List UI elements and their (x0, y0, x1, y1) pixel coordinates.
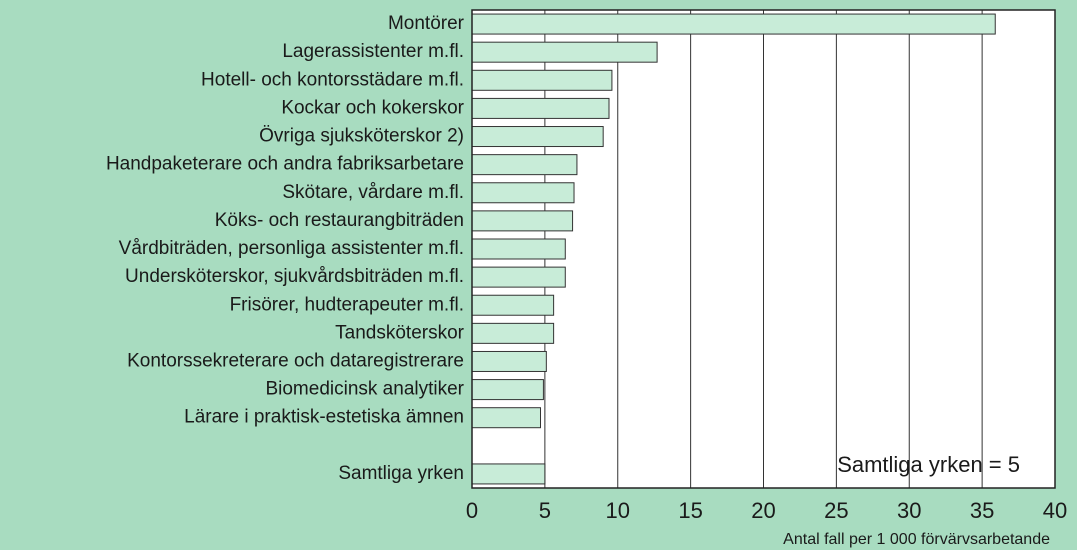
bar (471, 407, 542, 429)
y-tick-label: Samtliga yrken (338, 463, 464, 484)
plot-frame (471, 9, 1056, 489)
bar (471, 69, 613, 91)
bar (471, 13, 996, 35)
bar (471, 210, 574, 232)
bar (471, 182, 575, 204)
bar (471, 350, 547, 372)
y-tick-label: Tandsköterskor (335, 322, 465, 343)
y-tick-label: Handpaketerare och andra fabriksarbetare (106, 154, 464, 175)
bar (471, 379, 544, 401)
x-tick-label: 15 (678, 498, 702, 523)
y-tick-label: Skötare, vårdare m.fl. (282, 182, 464, 203)
annotation: Samtliga yrken = 5 (837, 452, 1020, 477)
y-tick-label: Kockar och kokerskor (281, 97, 464, 118)
y-tick-label: Hotell- och kontorsstädare m.fl. (201, 69, 464, 90)
bar (471, 97, 610, 119)
y-tick-label: Biomedicinsk analytiker (265, 379, 464, 400)
bar (471, 238, 566, 260)
x-tick-label: 40 (1043, 498, 1067, 523)
bar (471, 294, 555, 316)
y-tick-label: Övriga sjuksköterskor 2) (259, 126, 464, 147)
x-tick-label: 5 (539, 498, 551, 523)
y-tick-label: Köks- och restaurangbiträden (215, 210, 464, 231)
x-tick-label: 0 (466, 498, 478, 523)
y-tick-label: Lärare i praktisk-estetiska ämnen (184, 407, 464, 428)
bar (471, 41, 658, 63)
y-tick-label: Frisörer, hudterapeuter m.fl. (230, 294, 464, 315)
x-tick-label: 10 (606, 498, 630, 523)
y-tick-label: Kontorssekreterare och dataregistrerare (127, 350, 464, 371)
x-axis-label: Antal fall per 1 000 förvärvsarbetande (783, 531, 1050, 548)
bar (471, 154, 578, 176)
x-tick-label: 30 (897, 498, 921, 523)
x-tick-label: 35 (970, 498, 994, 523)
y-tick-label: Vårdbiträden, personliga assistenter m.f… (119, 238, 464, 259)
bar (471, 126, 604, 148)
bar (471, 322, 555, 344)
bar (471, 463, 546, 485)
y-tick-label: Montörer (388, 13, 465, 34)
x-tick-label: 25 (824, 498, 848, 523)
x-tick-label: 20 (751, 498, 775, 523)
y-tick-label: Undersköterskor, sjukvårdsbiträden m.fl. (125, 266, 464, 287)
y-tick-label: Lagerassistenter m.fl. (282, 41, 464, 62)
bar (471, 266, 566, 288)
